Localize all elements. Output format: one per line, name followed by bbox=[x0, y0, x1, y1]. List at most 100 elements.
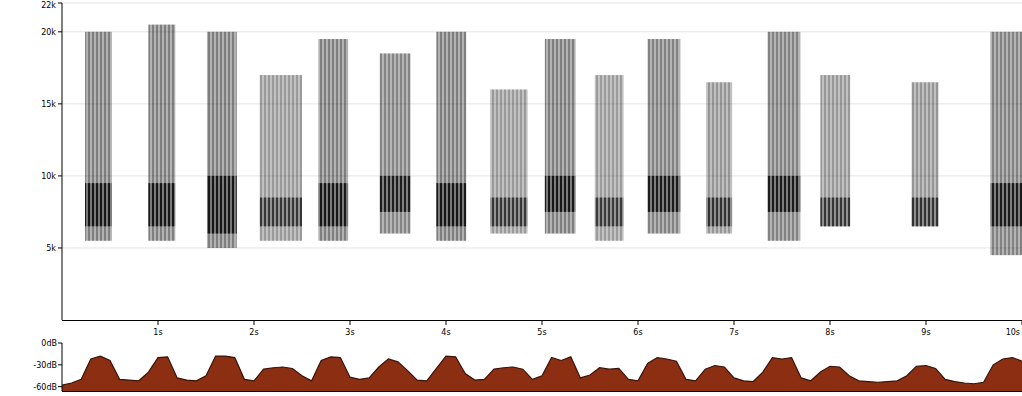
y-tick-label: 0dB bbox=[41, 339, 57, 348]
syllable-texture bbox=[260, 75, 302, 241]
syllable bbox=[768, 32, 801, 241]
syllable-band bbox=[490, 198, 527, 227]
syllable-band bbox=[436, 183, 466, 226]
syllable-texture bbox=[85, 32, 112, 241]
syllable-texture bbox=[706, 82, 732, 233]
x-tick-label: 3s bbox=[345, 328, 354, 337]
syllable-body bbox=[545, 39, 576, 234]
syllable bbox=[436, 32, 466, 241]
syllable bbox=[595, 75, 624, 241]
y-tick-label: 5k bbox=[46, 244, 56, 253]
syllable-texture bbox=[148, 25, 175, 241]
spectrogram-marks bbox=[85, 25, 1022, 256]
x-tick bbox=[734, 320, 735, 325]
syllable-texture bbox=[436, 32, 466, 241]
y-axis bbox=[62, 343, 63, 391]
syllable bbox=[990, 32, 1022, 255]
syllable bbox=[912, 82, 939, 226]
syllable-texture bbox=[207, 32, 237, 248]
syllable-band bbox=[820, 198, 850, 227]
syllable-band bbox=[318, 183, 348, 226]
x-axis bbox=[62, 391, 1022, 392]
y-tick bbox=[58, 103, 62, 104]
x-tick-label: 6s bbox=[633, 328, 642, 337]
syllable-body bbox=[820, 75, 850, 226]
syllable-band bbox=[207, 176, 237, 234]
syllable-body bbox=[648, 39, 681, 234]
y-tick bbox=[58, 247, 62, 248]
x-tick bbox=[446, 320, 447, 325]
syllable-body bbox=[912, 82, 939, 226]
syllable-texture bbox=[820, 75, 850, 226]
syllable bbox=[820, 75, 850, 226]
syllable-texture bbox=[648, 39, 681, 234]
syllable-band bbox=[595, 198, 624, 227]
syllable-texture bbox=[380, 53, 411, 233]
envelope-line bbox=[62, 356, 1022, 385]
y-tick bbox=[58, 386, 62, 387]
syllable-band bbox=[990, 183, 1022, 226]
syllable-body bbox=[990, 32, 1022, 255]
syllable-band bbox=[380, 176, 411, 212]
x-tick bbox=[638, 320, 639, 325]
syllable-band bbox=[85, 183, 112, 226]
syllable bbox=[648, 39, 681, 234]
x-tick-label: 7s bbox=[729, 328, 738, 337]
syllable bbox=[207, 32, 237, 248]
grid-line bbox=[62, 175, 1022, 176]
y-tick-label: 22k bbox=[41, 1, 56, 10]
syllable-band bbox=[912, 198, 939, 227]
syllable-texture bbox=[768, 32, 801, 241]
syllable-body bbox=[595, 75, 624, 241]
x-tick bbox=[926, 320, 927, 325]
syllable bbox=[380, 53, 411, 233]
figure: 5k10k15k20k22k1s2s3s4s5s6s7s8s9s10s0dB-3… bbox=[0, 0, 1022, 396]
syllable-band bbox=[545, 176, 576, 212]
grid-line bbox=[62, 31, 1022, 32]
syllable bbox=[490, 89, 527, 233]
syllable bbox=[260, 75, 302, 241]
x-tick-label: 1s bbox=[153, 328, 162, 337]
syllable-body bbox=[318, 39, 348, 241]
syllable bbox=[706, 82, 732, 233]
syllable-body bbox=[436, 32, 466, 241]
syllable-body bbox=[85, 32, 112, 241]
grid-line bbox=[62, 103, 1022, 104]
syllable-body bbox=[260, 75, 302, 241]
syllable-body bbox=[380, 53, 411, 233]
syllable bbox=[318, 39, 348, 241]
syllable-texture bbox=[490, 89, 527, 233]
syllable-texture bbox=[912, 82, 939, 226]
y-tick bbox=[58, 31, 62, 32]
syllable-band bbox=[648, 176, 681, 212]
y-axis bbox=[62, 3, 63, 320]
x-tick bbox=[350, 320, 351, 325]
y-tick-label: -30dB bbox=[33, 361, 57, 370]
syllable-body bbox=[207, 32, 237, 248]
y-tick-label: -60dB bbox=[33, 383, 57, 392]
y-tick-label: 20k bbox=[41, 28, 56, 37]
x-tick bbox=[542, 320, 543, 325]
syllable-band bbox=[706, 198, 732, 227]
x-tick-label: 9s bbox=[921, 328, 930, 337]
y-tick bbox=[58, 3, 62, 4]
grid-line bbox=[62, 3, 1022, 4]
y-tick bbox=[58, 343, 62, 344]
syllable-texture bbox=[595, 75, 624, 241]
syllable-texture bbox=[990, 32, 1022, 255]
syllable-band bbox=[260, 198, 302, 227]
x-tick-label: 5s bbox=[537, 328, 546, 337]
syllable bbox=[545, 39, 576, 234]
y-tick-label: 15k bbox=[41, 100, 56, 109]
syllable-texture bbox=[318, 39, 348, 241]
syllable-body bbox=[706, 82, 732, 233]
x-tick-label: 10s bbox=[1006, 328, 1020, 337]
y-tick bbox=[58, 175, 62, 176]
syllable-band bbox=[148, 183, 175, 226]
envelope-marks bbox=[62, 356, 1022, 391]
syllable-body bbox=[768, 32, 801, 241]
x-tick-label: 8s bbox=[825, 328, 834, 337]
x-tick bbox=[830, 320, 831, 325]
syllable-body bbox=[490, 89, 527, 233]
y-tick bbox=[58, 364, 62, 365]
